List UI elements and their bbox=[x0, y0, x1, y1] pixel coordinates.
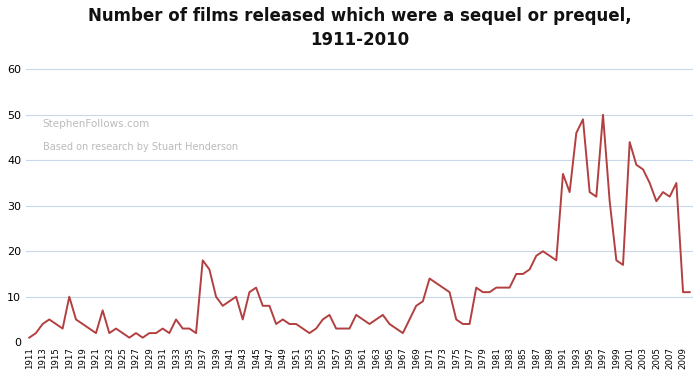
Text: StephenFollows.com: StephenFollows.com bbox=[43, 119, 150, 129]
Title: Number of films released which were a sequel or prequel,
1911-2010: Number of films released which were a se… bbox=[88, 7, 631, 49]
Text: Based on research by Stuart Henderson: Based on research by Stuart Henderson bbox=[43, 142, 238, 152]
